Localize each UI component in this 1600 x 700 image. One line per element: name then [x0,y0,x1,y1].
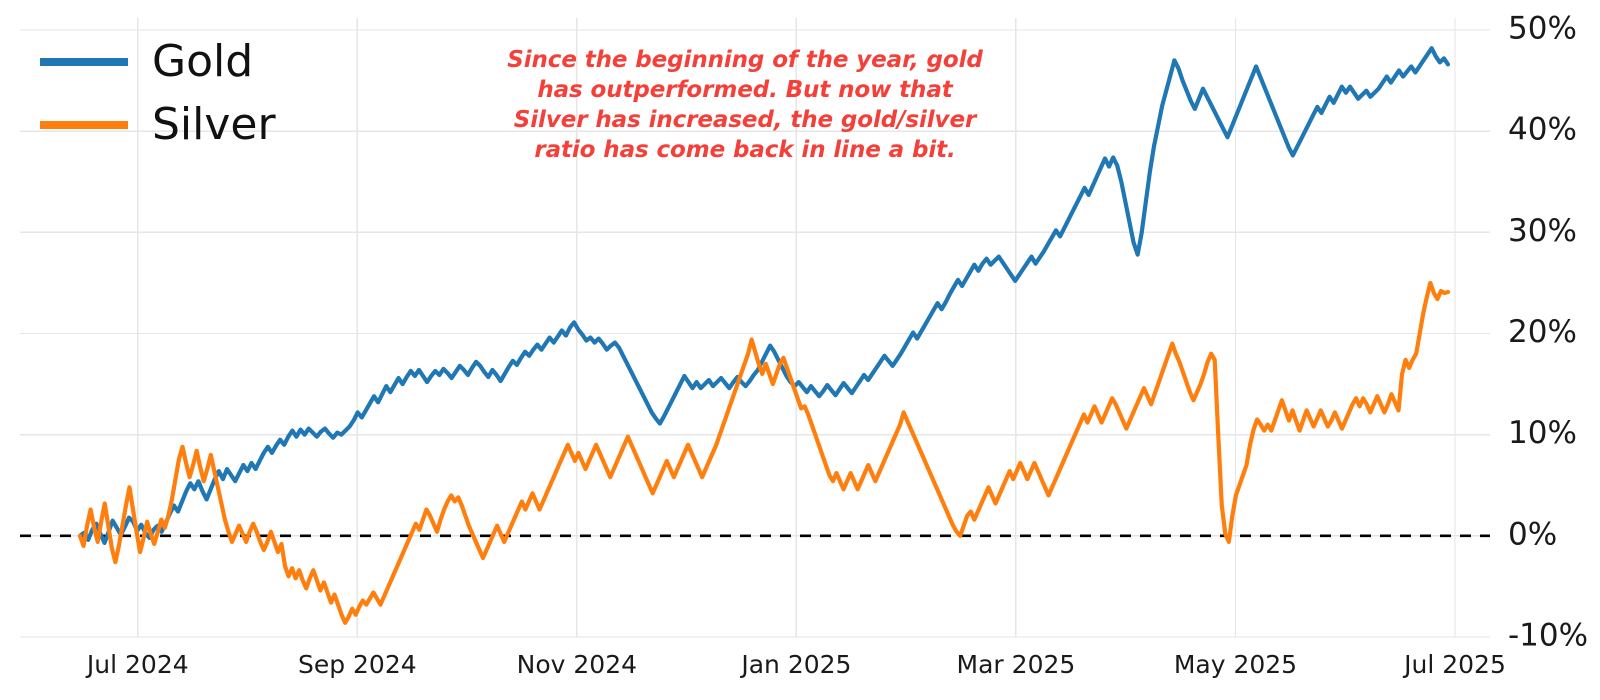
y-tick-label: -10% [1508,618,1588,654]
x-gridlines [137,18,1456,637]
x-tick-label: Sep 2024 [298,650,417,679]
y-tick-label: 30% [1508,213,1577,249]
x-tick-label: May 2025 [1174,650,1297,679]
x-tick-label: Jan 2025 [739,650,851,679]
series-line-gold [77,46,1451,546]
chart-annotation: Since the beginning of the year, gold ha… [507,47,983,163]
chart-legend: Gold Silver [40,36,276,150]
x-tick-label: Jul 2024 [85,650,189,679]
y-tick-label: 20% [1508,314,1577,350]
y-tick-label: 0% [1508,516,1557,552]
y-tick-label: 40% [1508,112,1577,148]
legend-label-silver: Silver [152,99,276,150]
x-tick-label: Nov 2024 [517,650,637,679]
y-tick-label: 10% [1508,415,1577,451]
x-tick-label: Jul 2025 [1402,650,1506,679]
legend-label-gold: Gold [152,36,253,87]
y-tick-label: 50% [1508,11,1577,47]
series-lines [77,46,1451,625]
x-axis-tick-labels: Jul 2024 Sep 2024 Nov 2024 Jan 2025 Mar 2025… [85,650,1506,679]
y-axis-tick-labels: 50% 40% 30% 20% 10% 0% -10% [1508,11,1588,654]
series-line-silver [77,280,1451,625]
x-tick-label: Mar 2025 [957,650,1076,679]
